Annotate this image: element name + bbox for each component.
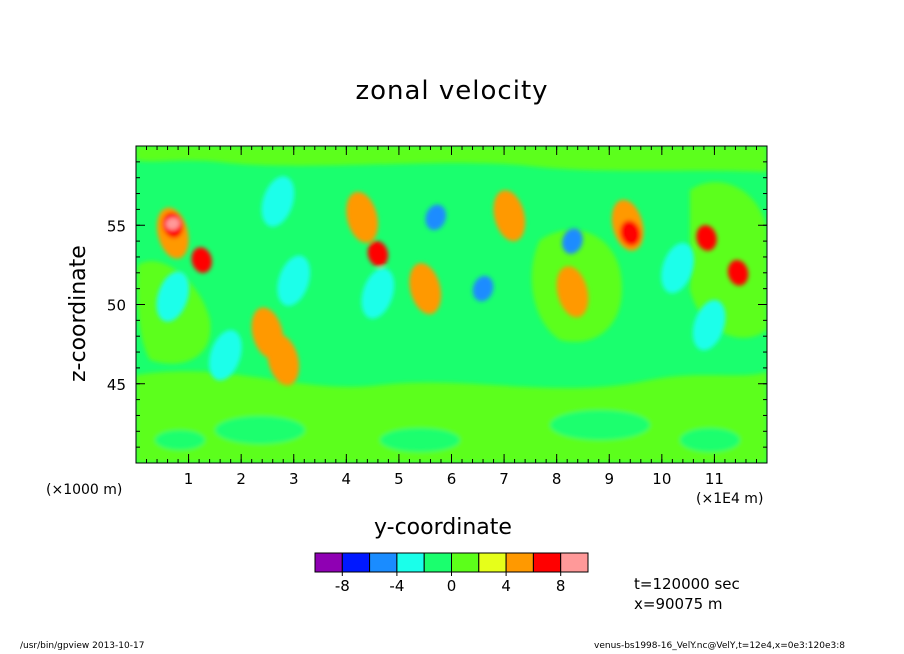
heatmap-blob bbox=[727, 259, 749, 286]
heatmap-blob bbox=[277, 255, 311, 306]
colorbar-swatch bbox=[423, 552, 453, 573]
colorbar-label: 4 bbox=[501, 577, 511, 595]
y-tick-label: 45 bbox=[107, 376, 126, 394]
x-tick-label: 10 bbox=[652, 470, 671, 488]
field-right-positive-patch bbox=[690, 182, 767, 338]
colorbar-label: 8 bbox=[556, 577, 566, 595]
field-bottom-neutral-patch-2 bbox=[380, 428, 460, 452]
colorbar-swatch bbox=[560, 552, 589, 573]
heatmap-blob bbox=[361, 268, 395, 319]
heatmap-blob bbox=[267, 334, 300, 386]
colorbar-swatch bbox=[451, 552, 480, 573]
heatmap-blob bbox=[191, 247, 212, 273]
field-bottom-neutral-patch-3 bbox=[550, 410, 650, 440]
colorbar-swatch bbox=[396, 552, 425, 573]
time-annotation: t=120000 sec bbox=[634, 575, 740, 593]
colorbar-swatch bbox=[505, 552, 534, 573]
x-tick-label: 7 bbox=[499, 470, 509, 488]
chart-title: zonal velocity bbox=[355, 76, 549, 106]
x-tick-label: 4 bbox=[342, 470, 352, 488]
heatmap-blob bbox=[409, 263, 442, 315]
heatmap-blob bbox=[696, 225, 717, 251]
footer-program-date: /usr/bin/gpview 2013-10-17 bbox=[20, 641, 145, 651]
colorbar-label: 0 bbox=[447, 577, 457, 595]
heatmap-blob bbox=[620, 220, 641, 247]
x-axis-unit-right: (×1E4 m) bbox=[696, 491, 764, 507]
colorbar-label: -4 bbox=[389, 577, 404, 595]
x-axis-label: y-coordinate bbox=[374, 515, 512, 540]
heatmap-blob bbox=[261, 176, 295, 227]
colorbar-swatch bbox=[369, 552, 398, 573]
footer-data-source: venus-bs1998-16_VelY.nc@VelY,t=12e4,x=0e… bbox=[594, 641, 845, 651]
x-tick-label: 2 bbox=[236, 470, 246, 488]
heatmap-blob bbox=[493, 190, 526, 242]
heatmap-blob bbox=[472, 275, 494, 302]
colorbar-swatch bbox=[341, 552, 371, 573]
x-tick-label: 9 bbox=[604, 470, 614, 488]
field-bottom-neutral-patch-5 bbox=[680, 428, 740, 452]
x-tick-label: 11 bbox=[705, 470, 724, 488]
heatmap-blob bbox=[346, 191, 378, 243]
field-lower-positive-band bbox=[136, 371, 767, 463]
x-axis-unit-left: (×1000 m) bbox=[46, 482, 123, 498]
colorbar-swatch bbox=[314, 552, 343, 573]
x-tick-label: 8 bbox=[552, 470, 562, 488]
x-tick-label: 1 bbox=[184, 470, 194, 488]
heatmap-blob bbox=[661, 242, 694, 294]
y-axis-ticks: 45 50 55 bbox=[107, 217, 767, 394]
heatmap-blob bbox=[209, 330, 242, 381]
heatmap-field bbox=[136, 146, 767, 463]
colorbar-swatch bbox=[532, 552, 562, 573]
heatmap-blob bbox=[692, 299, 726, 351]
colorbar-swatch bbox=[478, 552, 507, 573]
colorbar-label: -8 bbox=[335, 577, 350, 595]
y-tick-label: 50 bbox=[107, 297, 126, 315]
heatmap-blob bbox=[562, 228, 583, 254]
heatmap-blob bbox=[425, 204, 447, 231]
y-axis-label: z-coordinate bbox=[66, 245, 91, 382]
heatmap-features bbox=[156, 176, 749, 386]
heatmap-blob bbox=[367, 240, 389, 267]
heatmap-blob bbox=[556, 266, 589, 318]
x-axis-ticks: 1 2 3 4 5 6 7 8 9 10 11 bbox=[184, 146, 724, 488]
x-tick-label: 3 bbox=[289, 470, 299, 488]
colorbar: -8 -4 0 4 8 bbox=[314, 552, 589, 595]
field-bottom-neutral-patch-4 bbox=[155, 430, 205, 450]
heatmap-blob bbox=[156, 271, 190, 322]
field-bottom-neutral-patch-1 bbox=[215, 416, 305, 444]
x-tick-label: 5 bbox=[394, 470, 404, 488]
x-tick-label: 6 bbox=[447, 470, 457, 488]
y-tick-label: 55 bbox=[107, 217, 126, 235]
x-position-annotation: x=90075 m bbox=[634, 595, 723, 613]
heatmap-blob bbox=[165, 217, 180, 230]
